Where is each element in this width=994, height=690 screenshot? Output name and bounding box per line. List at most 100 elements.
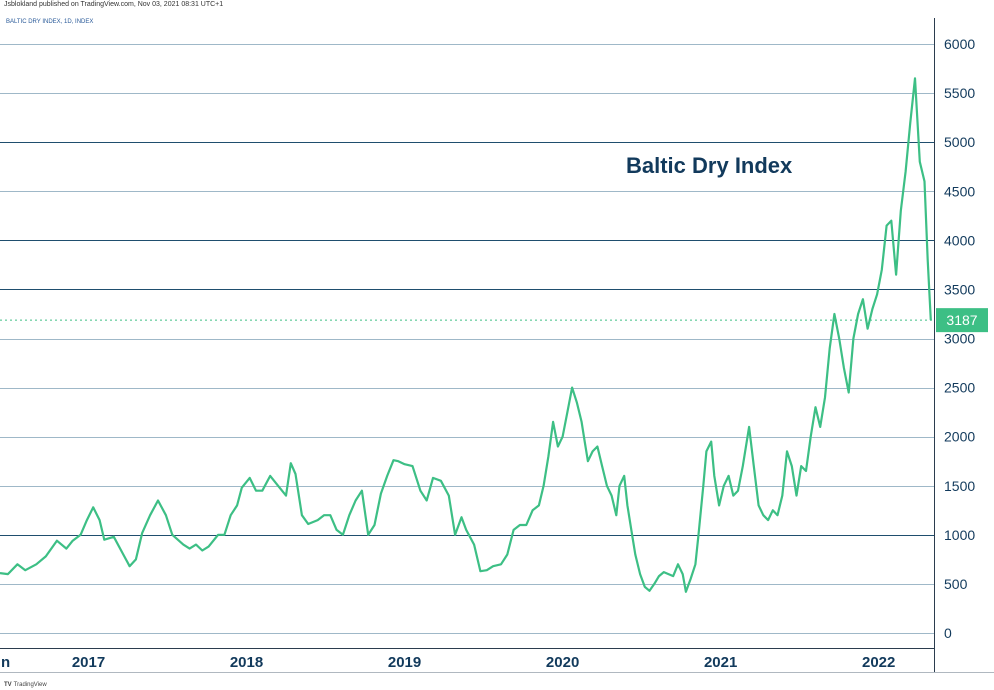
data-point	[103, 539, 105, 541]
x-tick-label: 2019	[388, 654, 421, 671]
data-point	[927, 259, 929, 261]
data-point	[886, 225, 888, 227]
data-point	[890, 220, 892, 222]
data-point	[923, 180, 926, 182]
data-point	[718, 504, 720, 506]
data-point	[566, 411, 569, 413]
data-point	[648, 590, 651, 592]
data-point	[236, 504, 238, 506]
data-point	[914, 77, 916, 79]
data-point	[141, 532, 143, 534]
data-point	[618, 485, 621, 487]
tradingview-watermark-text: TradingView	[13, 682, 47, 688]
symbol-label: BALTIC DRY INDEX, 1D, INDEX	[6, 19, 94, 25]
data-point	[639, 573, 641, 575]
data-point	[419, 490, 421, 492]
last-price-badge	[936, 308, 988, 333]
data-point	[269, 475, 271, 477]
data-point	[895, 274, 897, 276]
data-point	[249, 477, 251, 479]
data-point	[165, 514, 167, 516]
data-point	[601, 465, 603, 467]
data-point	[829, 347, 831, 349]
data-point	[80, 534, 82, 536]
data-point	[182, 544, 184, 546]
data-point	[615, 514, 617, 516]
data-point	[833, 313, 836, 315]
data-point	[223, 534, 225, 536]
x-axis-ticks: Jun 2017 2018 2019 2020 2021 2022	[0, 654, 895, 671]
x-tick-label: Jun	[0, 654, 10, 671]
data-point	[762, 514, 764, 516]
x-tick-label: 2017	[72, 654, 105, 671]
data-point	[525, 524, 527, 526]
data-point	[623, 475, 625, 477]
x-tick-label: 2021	[704, 654, 737, 671]
data-point	[800, 465, 802, 467]
data-point	[930, 319, 932, 321]
data-point	[486, 569, 488, 571]
data-point	[900, 210, 902, 212]
data-point	[411, 465, 414, 467]
data-point	[519, 524, 521, 526]
data-point	[824, 396, 826, 398]
data-point	[634, 553, 636, 556]
data-point	[576, 401, 578, 403]
data-point	[208, 546, 210, 548]
tradingview-watermark: TV TradingView	[4, 682, 47, 688]
data-point	[342, 534, 344, 536]
data-point	[814, 406, 817, 408]
data-point	[852, 337, 855, 340]
x-tick-label: 2020	[546, 654, 579, 671]
data-point	[694, 563, 697, 565]
data-point	[367, 534, 369, 536]
data-point	[584, 441, 586, 443]
y-axis-ticks: 0 500 1000 1500 2000 2500 3000 3500 4000 4500 5000…	[944, 36, 975, 641]
data-point	[86, 519, 88, 521]
data-point	[317, 519, 319, 521]
data-point	[881, 269, 883, 271]
data-point	[329, 514, 331, 516]
data-point	[690, 578, 692, 580]
data-point	[65, 548, 67, 550]
data-point	[261, 490, 263, 492]
data-point	[361, 490, 363, 492]
data-point	[611, 495, 613, 497]
data-point	[705, 450, 708, 452]
data-point	[795, 495, 798, 497]
data-point	[772, 509, 774, 511]
data-point	[448, 495, 450, 497]
data-point	[135, 558, 137, 561]
y-tick-label: 5000	[944, 134, 975, 150]
data-point	[728, 475, 730, 477]
data-point	[557, 445, 559, 448]
data-point	[571, 387, 573, 389]
y-tick-label: 2000	[944, 429, 975, 445]
data-point	[819, 426, 821, 428]
series-line-baltic-dry-index[interactable]	[0, 77, 932, 593]
data-point	[201, 549, 203, 552]
data-point	[596, 445, 599, 448]
data-point	[113, 536, 115, 538]
data-point	[862, 298, 864, 300]
last-price-value: 3187	[946, 312, 977, 328]
data-point	[16, 563, 18, 565]
data-point	[217, 534, 219, 536]
data-point	[644, 586, 646, 588]
y-tick-label: 5500	[944, 85, 975, 101]
data-point	[506, 553, 508, 556]
data-point	[710, 441, 712, 443]
y-tick-label: 2500	[944, 380, 975, 396]
data-point	[685, 591, 687, 593]
data-point	[500, 563, 502, 565]
y-tick-label: 6000	[944, 36, 975, 52]
data-point	[45, 555, 47, 558]
data-point	[653, 583, 655, 585]
data-point	[72, 540, 74, 542]
data-point	[592, 450, 594, 452]
y-tick-label: 3000	[944, 331, 975, 347]
y-tick-label: 500	[944, 576, 968, 592]
publisher-attribution: Jsblokland published on TradingView.com,…	[4, 1, 224, 8]
data-point	[810, 436, 812, 438]
